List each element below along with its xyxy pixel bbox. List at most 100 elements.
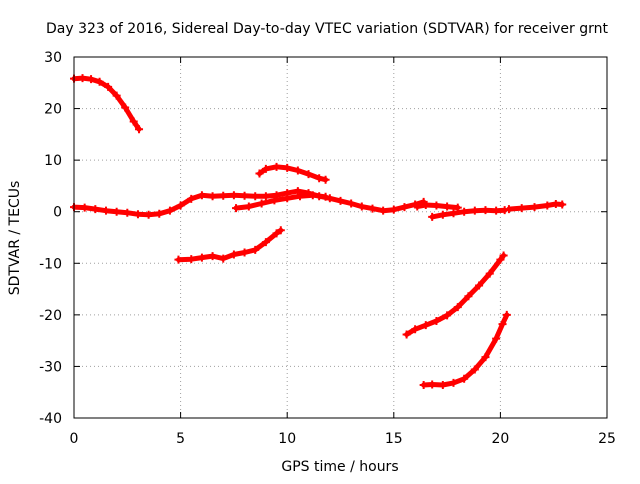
data-point [481,206,490,215]
data-point [481,353,490,362]
data-point [475,281,484,290]
data-point [240,191,249,200]
data-point [460,374,469,383]
data-point [543,201,552,210]
data-point [244,202,253,211]
data-point [379,206,388,215]
series-line [421,312,510,388]
data-point [272,162,281,171]
data-point [187,194,196,203]
data-point [438,210,447,219]
data-point [174,255,183,264]
data-point [421,201,430,210]
data-point [101,206,110,215]
plot-frame [73,56,608,419]
data-point [187,255,196,264]
data-point [123,208,132,217]
data-point [295,192,304,201]
data-point [443,311,452,320]
data-point [443,202,452,211]
series-line [71,188,427,218]
y-tick-label: -30 [39,359,62,375]
data-point [283,194,292,203]
data-point [229,250,238,259]
data-point [498,320,507,329]
data-point [419,380,428,389]
y-tick-label: -20 [39,308,62,324]
data-point [449,378,458,387]
data-point [272,229,281,238]
x-tick-label: 25 [598,431,616,447]
data-point [240,248,249,257]
data-point [558,200,567,209]
x-tick-label: 0 [70,431,79,447]
data-point [368,204,377,213]
series-arc-4 [255,162,330,184]
data-point [261,164,270,173]
data-point [283,163,292,172]
chart-title: Day 323 of 2016, Sidereal Day-to-day VTE… [46,21,608,37]
data-point [470,365,479,374]
data-point [499,251,508,260]
data-point [336,196,345,205]
data-point [229,191,238,200]
data-point [87,75,96,84]
data-point [78,74,87,83]
data-point [400,203,409,212]
data-point [304,170,313,179]
series-arc-1 [70,74,144,134]
data-point [270,196,279,205]
data-point [504,205,513,214]
data-point [293,187,302,196]
data-point [308,191,317,200]
data-point [251,192,260,201]
series-arc-6 [413,201,462,212]
series-layer [70,74,567,389]
data-point [470,206,479,215]
y-tick-label: 0 [53,205,62,221]
data-point [492,206,501,215]
series-arc-7 [428,206,509,221]
data-point [502,310,511,319]
data-point [460,207,469,216]
data-point [402,330,411,339]
data-point [421,321,430,330]
data-point [232,204,241,213]
data-point [321,175,330,184]
y-tick-label: 10 [44,153,62,169]
data-point [449,209,458,218]
data-point [165,206,174,215]
data-point [144,210,153,219]
data-point [413,202,422,211]
data-point [432,317,441,326]
data-point [251,245,260,254]
data-point [80,203,89,212]
tick-layer: 0 5 10 15 20 25 -40 -30 -20 -10 0 10 20 30 [39,50,616,447]
x-tick-label: 20 [491,431,509,447]
data-point [389,205,398,214]
data-point [219,254,228,263]
data-point [453,303,462,312]
data-point [428,212,437,221]
data-point [517,204,526,213]
data-point [219,191,228,200]
x-tick-label: 5 [176,431,185,447]
data-point [261,238,270,247]
data-point [208,252,217,261]
data-point [464,292,473,301]
y-tick-label: 20 [44,102,62,118]
data-point [315,174,324,183]
data-point [155,209,164,218]
series-arc-3 [232,191,330,213]
data-point [112,91,121,100]
y-tick-label: -40 [39,411,62,427]
data-point [293,166,302,175]
data-point [197,191,206,200]
data-point [255,169,264,178]
data-point [121,103,130,112]
data-point [91,205,100,214]
data-point [357,202,366,211]
data-point [197,253,206,262]
